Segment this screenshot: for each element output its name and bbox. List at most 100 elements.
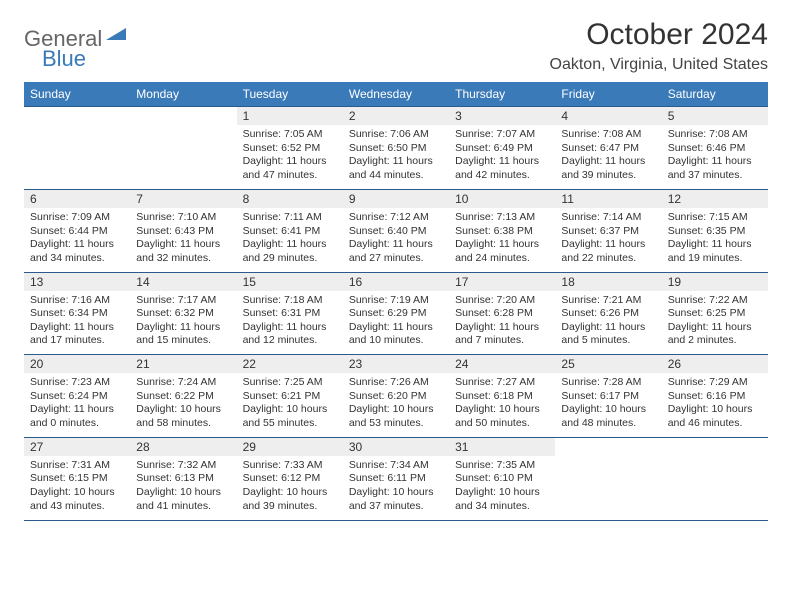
day-details: Sunrise: 7:26 AMSunset: 6:20 PMDaylight:… xyxy=(343,373,449,437)
calendar-cell xyxy=(662,437,768,520)
day-details: Sunrise: 7:29 AMSunset: 6:16 PMDaylight:… xyxy=(662,373,768,437)
day-number: 23 xyxy=(343,355,449,373)
logo-triangle-icon xyxy=(106,24,126,45)
calendar-cell: 25Sunrise: 7:28 AMSunset: 6:17 PMDayligh… xyxy=(555,355,661,438)
calendar-cell: 3Sunrise: 7:07 AMSunset: 6:49 PMDaylight… xyxy=(449,107,555,190)
sunrise-line: Sunrise: 7:09 AM xyxy=(30,211,124,225)
sunrise-line: Sunrise: 7:07 AM xyxy=(455,128,549,142)
day-details: Sunrise: 7:33 AMSunset: 6:12 PMDaylight:… xyxy=(237,456,343,520)
calendar-cell: 22Sunrise: 7:25 AMSunset: 6:21 PMDayligh… xyxy=(237,355,343,438)
day-number: 4 xyxy=(555,107,661,125)
day-number: 10 xyxy=(449,190,555,208)
sunset-line: Sunset: 6:28 PM xyxy=(455,307,549,321)
day-details: Sunrise: 7:18 AMSunset: 6:31 PMDaylight:… xyxy=(237,291,343,355)
weekday-header: Tuesday xyxy=(237,82,343,107)
calendar-cell: 24Sunrise: 7:27 AMSunset: 6:18 PMDayligh… xyxy=(449,355,555,438)
day-number: 6 xyxy=(24,190,130,208)
month-title: October 2024 xyxy=(550,18,769,52)
sunset-line: Sunset: 6:52 PM xyxy=(243,142,337,156)
daylight-line: Daylight: 10 hours and 34 minutes. xyxy=(455,486,549,513)
day-number: 25 xyxy=(555,355,661,373)
sunset-line: Sunset: 6:40 PM xyxy=(349,225,443,239)
calendar-cell xyxy=(555,437,661,520)
sunrise-line: Sunrise: 7:13 AM xyxy=(455,211,549,225)
daylight-line: Daylight: 11 hours and 34 minutes. xyxy=(30,238,124,265)
day-details: Sunrise: 7:22 AMSunset: 6:25 PMDaylight:… xyxy=(662,291,768,355)
day-number: 30 xyxy=(343,438,449,456)
sunrise-line: Sunrise: 7:31 AM xyxy=(30,459,124,473)
weekday-header: Wednesday xyxy=(343,82,449,107)
daylight-line: Daylight: 11 hours and 2 minutes. xyxy=(668,321,762,348)
location: Oakton, Virginia, United States xyxy=(550,56,769,74)
sunrise-line: Sunrise: 7:16 AM xyxy=(30,294,124,308)
sunrise-line: Sunrise: 7:05 AM xyxy=(243,128,337,142)
daylight-line: Daylight: 10 hours and 50 minutes. xyxy=(455,403,549,430)
day-details: Sunrise: 7:10 AMSunset: 6:43 PMDaylight:… xyxy=(130,208,236,272)
daylight-line: Daylight: 11 hours and 0 minutes. xyxy=(30,403,124,430)
day-details: Sunrise: 7:05 AMSunset: 6:52 PMDaylight:… xyxy=(237,125,343,189)
sunset-line: Sunset: 6:31 PM xyxy=(243,307,337,321)
daylight-line: Daylight: 11 hours and 32 minutes. xyxy=(136,238,230,265)
sunset-line: Sunset: 6:15 PM xyxy=(30,472,124,486)
sunrise-line: Sunrise: 7:18 AM xyxy=(243,294,337,308)
daylight-line: Daylight: 11 hours and 10 minutes. xyxy=(349,321,443,348)
empty-cell xyxy=(24,107,130,189)
daylight-line: Daylight: 10 hours and 55 minutes. xyxy=(243,403,337,430)
day-number: 11 xyxy=(555,190,661,208)
sunrise-line: Sunrise: 7:29 AM xyxy=(668,376,762,390)
day-number: 27 xyxy=(24,438,130,456)
weekday-header: Monday xyxy=(130,82,236,107)
day-number: 13 xyxy=(24,273,130,291)
sunset-line: Sunset: 6:10 PM xyxy=(455,472,549,486)
daylight-line: Daylight: 11 hours and 29 minutes. xyxy=(243,238,337,265)
sunrise-line: Sunrise: 7:21 AM xyxy=(561,294,655,308)
daylight-line: Daylight: 11 hours and 42 minutes. xyxy=(455,155,549,182)
day-details: Sunrise: 7:13 AMSunset: 6:38 PMDaylight:… xyxy=(449,208,555,272)
sunset-line: Sunset: 6:17 PM xyxy=(561,390,655,404)
logo-text-blue: Blue xyxy=(42,46,86,71)
calendar-cell: 27Sunrise: 7:31 AMSunset: 6:15 PMDayligh… xyxy=(24,437,130,520)
calendar-cell: 5Sunrise: 7:08 AMSunset: 6:46 PMDaylight… xyxy=(662,107,768,190)
day-number: 20 xyxy=(24,355,130,373)
calendar-cell: 10Sunrise: 7:13 AMSunset: 6:38 PMDayligh… xyxy=(449,190,555,273)
day-details: Sunrise: 7:32 AMSunset: 6:13 PMDaylight:… xyxy=(130,456,236,520)
calendar-cell: 14Sunrise: 7:17 AMSunset: 6:32 PMDayligh… xyxy=(130,272,236,355)
day-details: Sunrise: 7:09 AMSunset: 6:44 PMDaylight:… xyxy=(24,208,130,272)
day-number: 1 xyxy=(237,107,343,125)
calendar-cell: 12Sunrise: 7:15 AMSunset: 6:35 PMDayligh… xyxy=(662,190,768,273)
calendar-cell: 2Sunrise: 7:06 AMSunset: 6:50 PMDaylight… xyxy=(343,107,449,190)
calendar-cell: 15Sunrise: 7:18 AMSunset: 6:31 PMDayligh… xyxy=(237,272,343,355)
day-number: 17 xyxy=(449,273,555,291)
day-details: Sunrise: 7:31 AMSunset: 6:15 PMDaylight:… xyxy=(24,456,130,520)
day-number: 28 xyxy=(130,438,236,456)
day-number: 14 xyxy=(130,273,236,291)
calendar-week-row: 13 Sunrise: 7:16 AMSunset: 6:34 PM Dayligh… xyxy=(24,272,768,355)
sunset-line: Sunset: 6:46 PM xyxy=(668,142,762,156)
day-details: Sunrise: 7:20 AMSunset: 6:28 PMDaylight:… xyxy=(449,291,555,355)
sunrise-line: Sunrise: 7:06 AM xyxy=(349,128,443,142)
daylight-line: Daylight: 10 hours and 53 minutes. xyxy=(349,403,443,430)
calendar-cell: 23Sunrise: 7:26 AMSunset: 6:20 PMDayligh… xyxy=(343,355,449,438)
day-details: Sunrise: 7:07 AMSunset: 6:49 PMDaylight:… xyxy=(449,125,555,189)
sunrise-line: Sunrise: 7:23 AM xyxy=(30,376,124,390)
empty-cell xyxy=(555,438,661,520)
calendar-cell: 7Sunrise: 7:10 AMSunset: 6:43 PMDaylight… xyxy=(130,190,236,273)
day-details: Sunrise: 7:27 AMSunset: 6:18 PMDaylight:… xyxy=(449,373,555,437)
calendar-body: 1Sunrise: 7:05 AMSunset: 6:52 PMDaylight… xyxy=(24,107,768,521)
day-number: 2 xyxy=(343,107,449,125)
daylight-line: Daylight: 11 hours and 37 minutes. xyxy=(668,155,762,182)
sunset-line: Sunset: 6:22 PM xyxy=(136,390,230,404)
sunset-line: Sunset: 6:50 PM xyxy=(349,142,443,156)
daylight-line: Daylight: 10 hours and 48 minutes. xyxy=(561,403,655,430)
weekday-header: Saturday xyxy=(662,82,768,107)
day-number: 29 xyxy=(237,438,343,456)
sunrise-line: Sunrise: 7:14 AM xyxy=(561,211,655,225)
day-details: Sunrise: 7:06 AMSunset: 6:50 PMDaylight:… xyxy=(343,125,449,189)
sunset-line: Sunset: 6:47 PM xyxy=(561,142,655,156)
day-number: 26 xyxy=(662,355,768,373)
day-number: 22 xyxy=(237,355,343,373)
day-details: Sunrise: 7:14 AMSunset: 6:37 PMDaylight:… xyxy=(555,208,661,272)
sunset-line: Sunset: 6:34 PM xyxy=(30,307,124,321)
calendar-cell: 29Sunrise: 7:33 AMSunset: 6:12 PMDayligh… xyxy=(237,437,343,520)
page-header: General October 2024 Oakton, Virginia, U… xyxy=(24,18,768,74)
